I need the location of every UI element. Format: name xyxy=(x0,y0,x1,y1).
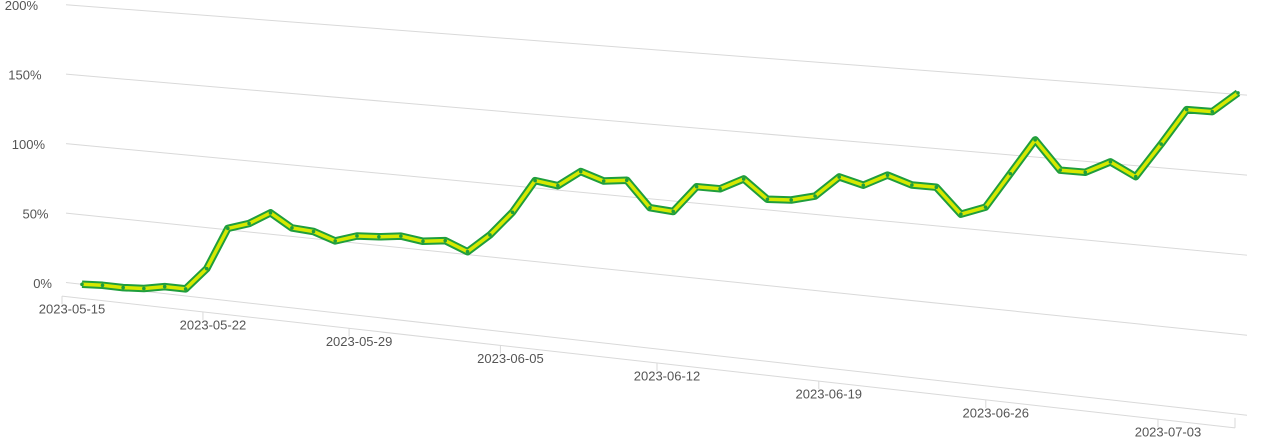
point xyxy=(121,285,125,290)
point xyxy=(399,234,403,238)
point xyxy=(934,185,939,190)
point xyxy=(813,194,817,198)
point xyxy=(488,233,492,237)
point xyxy=(226,226,230,231)
x-tick-label: 2023-05-15 xyxy=(39,302,106,317)
point xyxy=(465,249,470,254)
point xyxy=(837,175,841,179)
point xyxy=(741,177,746,181)
x-tick-label: 2023-05-29 xyxy=(326,334,393,349)
point xyxy=(100,283,105,288)
point xyxy=(421,239,425,244)
grid-line xyxy=(65,143,1248,256)
point xyxy=(1159,142,1163,146)
line xyxy=(81,91,1240,291)
point xyxy=(1058,168,1062,172)
grid-line xyxy=(65,282,1248,416)
point xyxy=(1184,107,1189,112)
point xyxy=(983,205,988,209)
point xyxy=(162,284,167,289)
point xyxy=(333,239,337,243)
point xyxy=(765,197,770,202)
point xyxy=(1083,170,1088,175)
point xyxy=(624,178,629,183)
point xyxy=(80,282,84,287)
point xyxy=(183,287,188,291)
point xyxy=(671,209,676,214)
y-tick-label: 200% xyxy=(5,0,39,13)
point xyxy=(510,210,515,215)
line-edge xyxy=(81,89,1241,293)
point xyxy=(268,211,273,215)
point xyxy=(1236,91,1240,95)
point xyxy=(1033,138,1037,142)
point xyxy=(247,221,251,226)
point xyxy=(443,238,448,243)
x-tick-label: 2023-06-05 xyxy=(477,351,544,366)
y-tick-label: 150% xyxy=(8,68,42,83)
point xyxy=(311,229,316,234)
point xyxy=(1008,171,1013,176)
y-tick-label: 100% xyxy=(12,137,46,152)
grid-line xyxy=(65,212,1248,336)
point xyxy=(910,183,914,187)
x-tick-label: 2023-06-26 xyxy=(963,405,1030,420)
point xyxy=(861,183,866,188)
x-tick-label: 2023-06-19 xyxy=(796,387,863,402)
point xyxy=(355,234,359,238)
point xyxy=(694,184,699,189)
x-tick-label: 2023-06-12 xyxy=(634,368,701,383)
point xyxy=(1210,109,1215,114)
point xyxy=(1108,160,1113,164)
floor-edge xyxy=(61,295,1236,429)
y-tick-label: 0% xyxy=(33,276,52,291)
point xyxy=(578,169,583,174)
point xyxy=(885,173,890,177)
x-tick-label: 2023-05-22 xyxy=(180,317,247,332)
point xyxy=(533,178,537,183)
point xyxy=(204,266,209,271)
point xyxy=(959,212,963,217)
point xyxy=(789,198,794,202)
point xyxy=(142,286,146,291)
x-tick-label: 2023-07-03 xyxy=(1135,425,1202,440)
grid-line xyxy=(65,4,1248,96)
y-tick-label: 50% xyxy=(22,207,48,222)
point xyxy=(556,183,560,188)
point xyxy=(601,179,606,183)
point xyxy=(718,187,722,191)
point xyxy=(377,234,381,239)
point xyxy=(290,226,294,230)
point xyxy=(648,205,652,210)
point xyxy=(1133,174,1138,179)
